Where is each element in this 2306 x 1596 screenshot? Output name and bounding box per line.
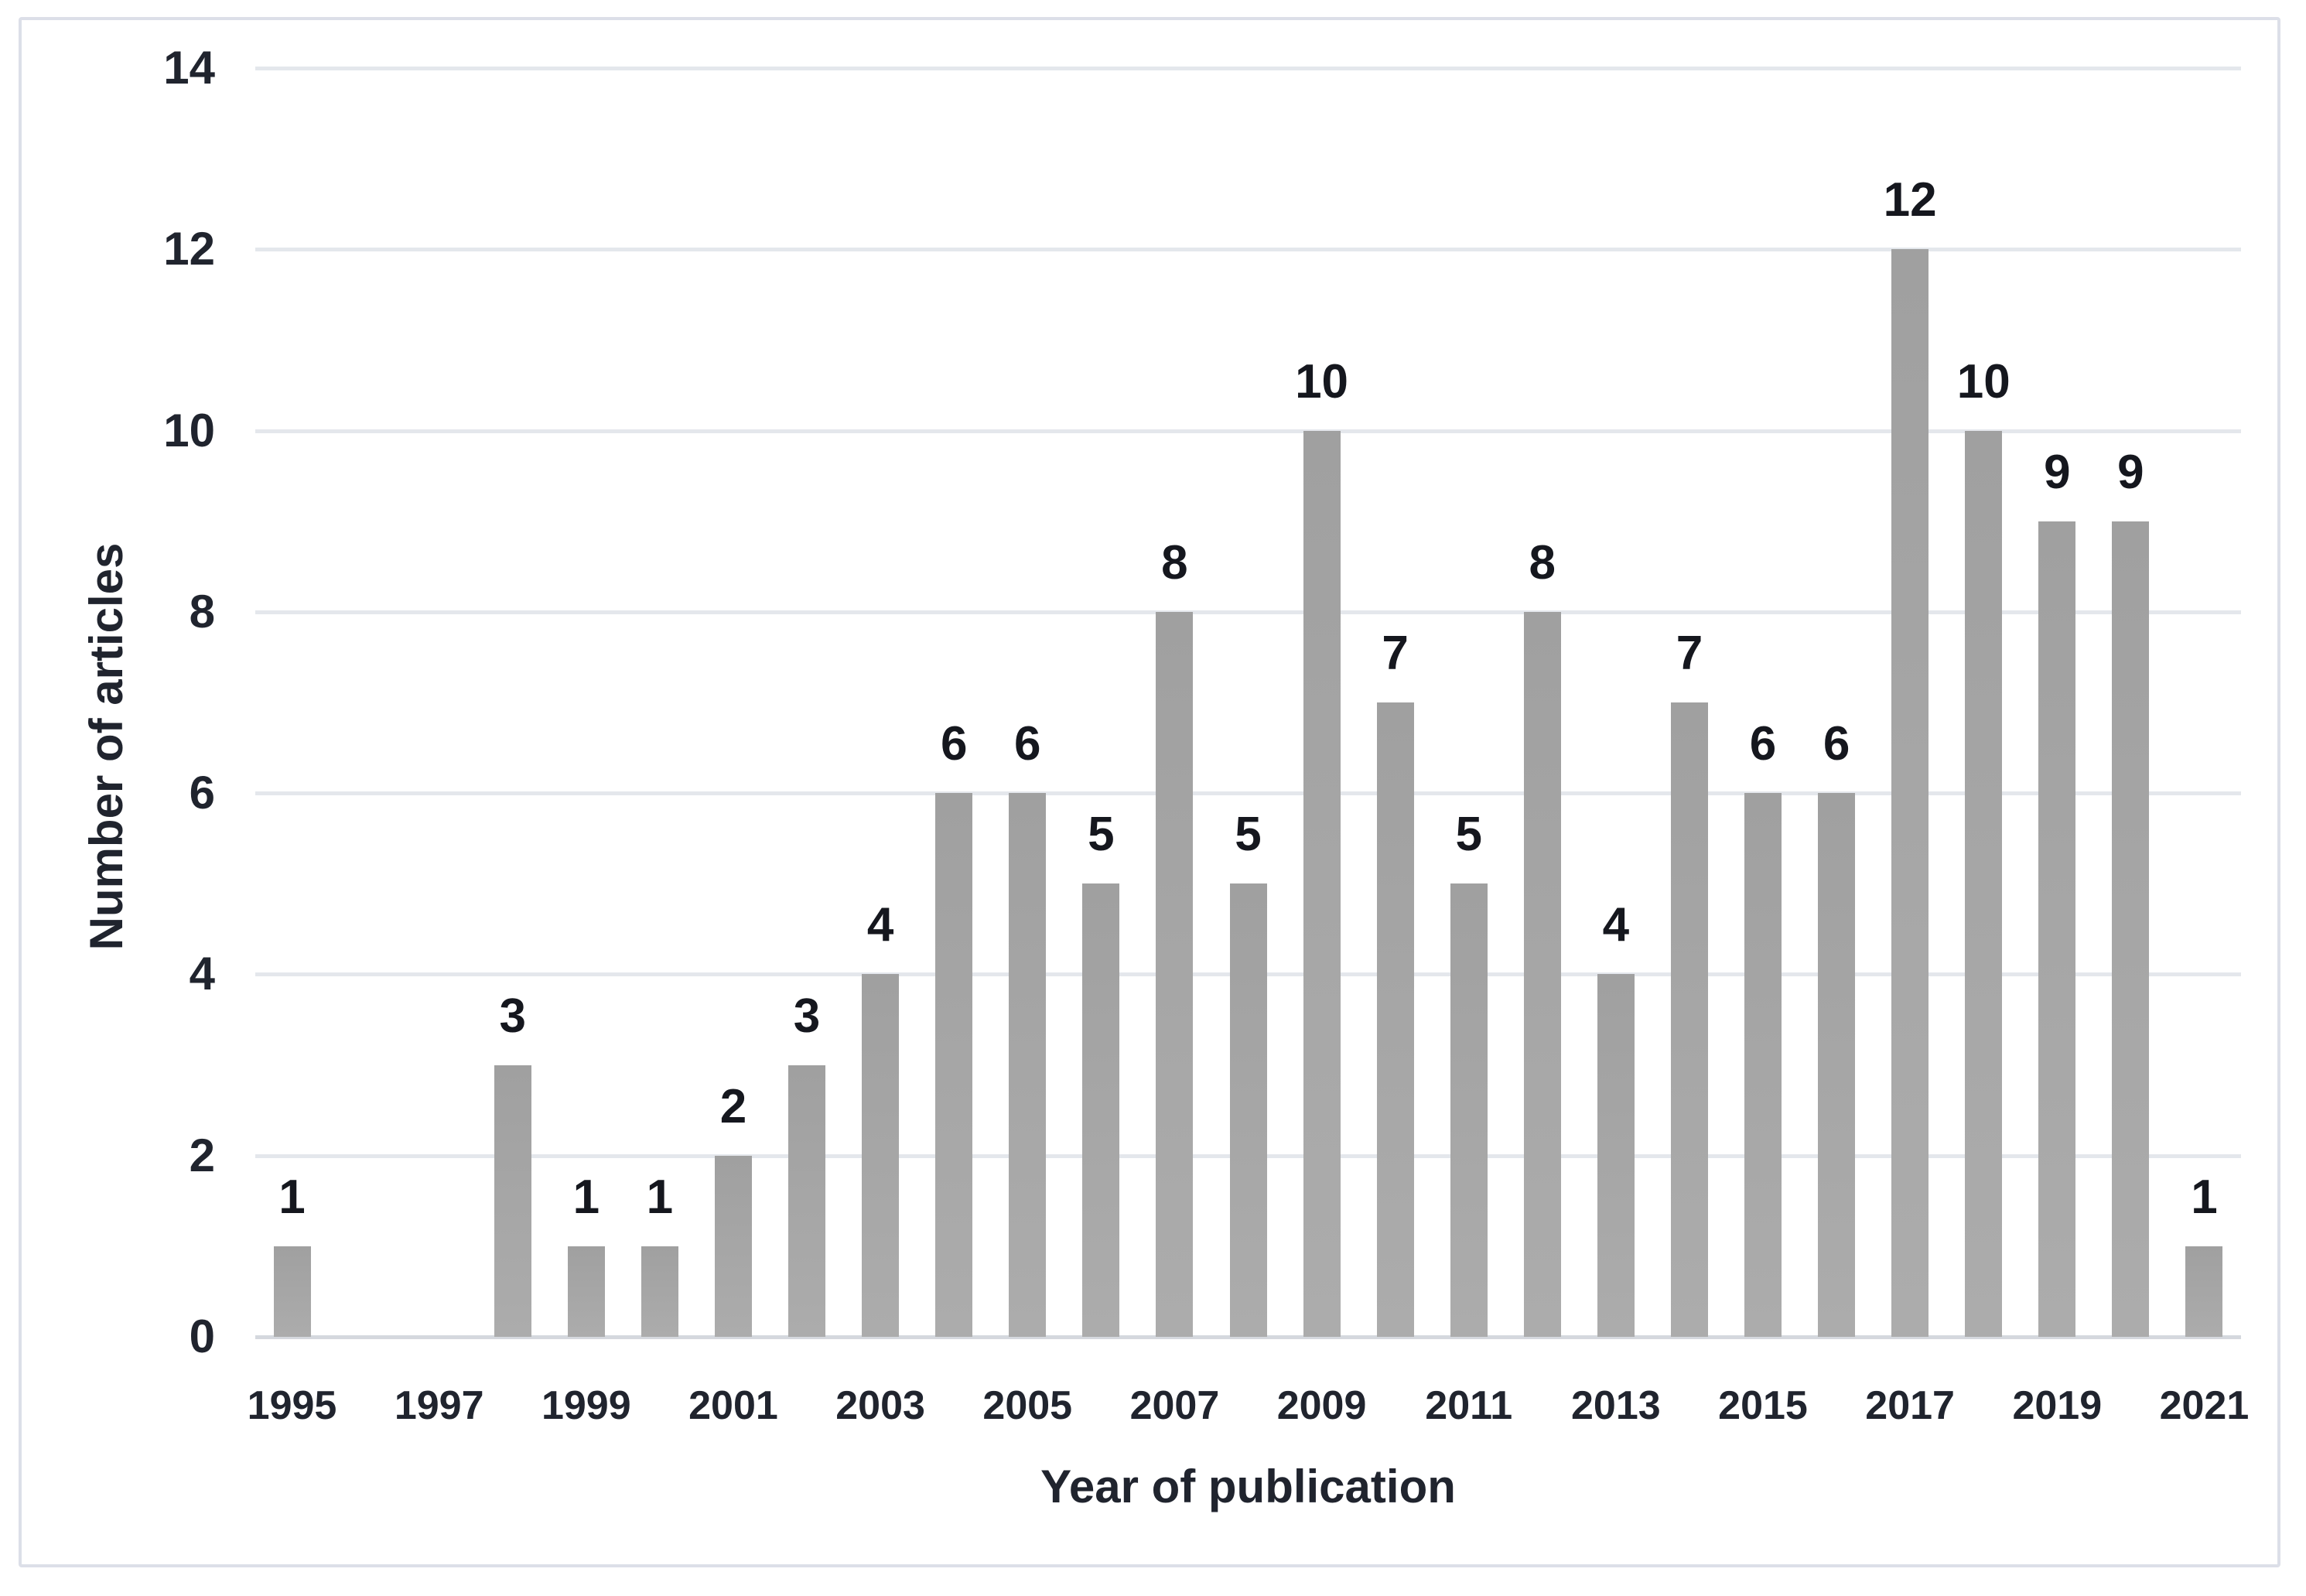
x-tick-label: 2019 [2012, 1383, 2103, 1428]
bar-value-label: 6 [1823, 717, 1850, 771]
y-tick-label: 6 [189, 767, 215, 819]
bar-value-label: 7 [1676, 627, 1703, 680]
bar [494, 1065, 531, 1337]
y-tick-label: 0 [189, 1311, 215, 1362]
bar [1597, 974, 1635, 1337]
bar-value-label: 5 [1088, 808, 1115, 862]
bar-value-label: 8 [1529, 535, 1556, 590]
x-tick-label: 2009 [1276, 1383, 1367, 1428]
y-tick-label: 10 [163, 404, 215, 456]
bar [1303, 430, 1341, 1337]
bar-value-label: 7 [1382, 627, 1409, 680]
bar [1523, 611, 1561, 1337]
x-tick-label: 2007 [1129, 1383, 1220, 1428]
bar-value-label: 10 [1295, 354, 1349, 408]
bar-value-label: 1 [278, 1170, 306, 1224]
bar-value-label: 10 [1956, 354, 2010, 408]
bar [935, 793, 973, 1337]
bar [1450, 883, 1488, 1337]
bar [1965, 430, 2003, 1337]
bar [714, 1155, 752, 1337]
y-tick-label: 12 [163, 223, 215, 275]
bar-value-label: 1 [646, 1170, 674, 1224]
y-tick-label: 4 [189, 948, 215, 1000]
y-tick-label: 14 [163, 42, 215, 94]
bar [2112, 521, 2150, 1337]
bar [1744, 793, 1782, 1337]
x-axis-title: Year of publication [1040, 1461, 1456, 1512]
x-tick-label: 2011 [1425, 1383, 1513, 1428]
gridline [255, 610, 2241, 614]
bar [1082, 883, 1120, 1337]
bar-value-label: 2 [719, 1079, 747, 1133]
bar-value-label: 1 [2191, 1170, 2218, 1224]
bar [1670, 702, 1708, 1337]
bar [2185, 1246, 2223, 1337]
bar-value-label: 6 [1014, 717, 1041, 771]
bar-value-label: 3 [793, 989, 821, 1043]
x-tick-label: 2017 [1865, 1383, 1955, 1428]
y-tick-label: 2 [189, 1129, 215, 1181]
x-axis-baseline [255, 1335, 2241, 1339]
x-tick-label: 2001 [688, 1383, 778, 1428]
bar [1891, 249, 1929, 1337]
bar-value-label: 6 [940, 717, 968, 771]
gridline [255, 248, 2241, 252]
bar [1229, 883, 1267, 1337]
gridline [255, 791, 2241, 796]
bar [1156, 611, 1194, 1337]
x-tick-label: 1997 [394, 1383, 484, 1428]
bar-value-label: 12 [1883, 173, 1937, 227]
y-axis-title: Number of articles [80, 542, 132, 951]
x-tick-label: 2015 [1718, 1383, 1808, 1428]
x-tick-label: 2013 [1571, 1383, 1661, 1428]
bar-value-label: 4 [866, 898, 894, 952]
bar-value-label: 8 [1161, 535, 1188, 590]
x-tick-label: 2003 [835, 1383, 925, 1428]
bar [788, 1065, 826, 1337]
bar-value-label: 3 [499, 989, 526, 1043]
bar [1818, 793, 1856, 1337]
y-tick-label: 8 [189, 585, 215, 637]
x-tick-label: 2005 [982, 1383, 1073, 1428]
bar-value-label: 6 [1749, 717, 1777, 771]
bar [862, 974, 900, 1337]
gridline [255, 67, 2241, 70]
bar [567, 1246, 605, 1337]
bar [1376, 702, 1414, 1337]
bar-value-label: 4 [1602, 898, 1630, 952]
bar-value-label: 9 [2117, 445, 2144, 499]
bar-value-label: 9 [2044, 445, 2071, 499]
gridline [255, 429, 2241, 433]
x-tick-label: 1999 [541, 1383, 631, 1428]
bar [273, 1246, 311, 1337]
bar [1009, 793, 1047, 1337]
x-tick-label: 1995 [247, 1383, 337, 1428]
bar-value-label: 5 [1455, 808, 1482, 862]
x-tick-label: 2021 [2159, 1383, 2250, 1428]
bar-value-label: 5 [1235, 808, 1262, 862]
bar [2038, 521, 2076, 1337]
bar [641, 1246, 678, 1337]
bar-value-label: 1 [572, 1170, 600, 1224]
